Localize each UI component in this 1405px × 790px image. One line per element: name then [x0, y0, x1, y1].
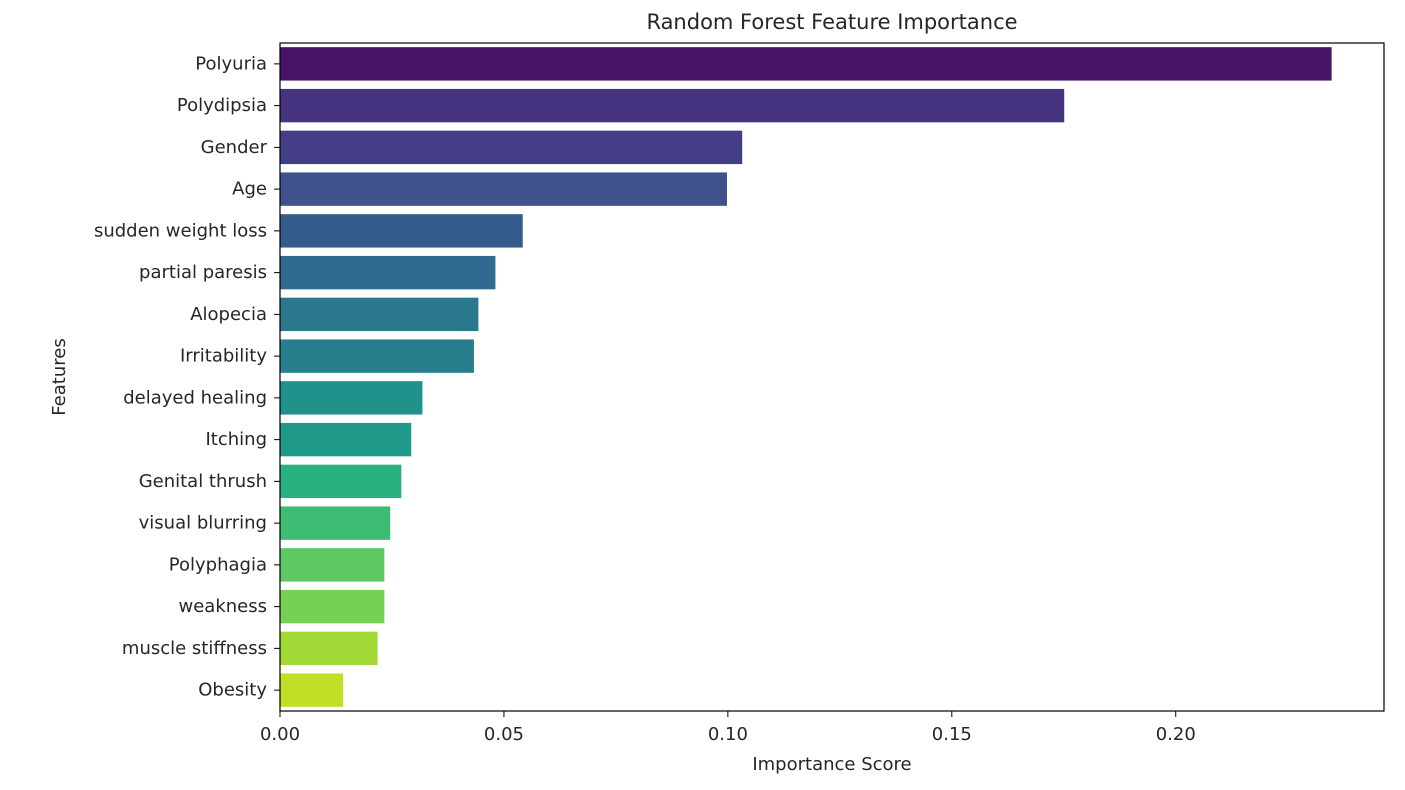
- y-tick-label-polydipsia: Polydipsia: [177, 95, 267, 116]
- x-tick-label: 0.00: [260, 724, 300, 745]
- y-axis-ticks: Polyuria Polydipsia Gender Age sudden weight…: [94, 53, 280, 701]
- x-axis-label: Importance Score: [752, 754, 911, 775]
- x-tick-label: 0.20: [1156, 724, 1196, 745]
- bar-alopecia: [280, 297, 479, 332]
- bar-delayed-healing: [280, 381, 423, 415]
- y-tick-label-weakness: weakness: [179, 596, 268, 617]
- y-tick-label-visual-blurring: visual blurring: [139, 513, 267, 534]
- bar-weakness: [280, 589, 385, 624]
- y-tick-label-polyphagia: Polyphagia: [169, 554, 267, 575]
- y-tick-label-obesity: Obesity: [198, 680, 267, 701]
- y-tick-label-delayed-healing: delayed healing: [123, 387, 267, 408]
- y-tick-label-genital-thrush: Genital thrush: [139, 471, 267, 492]
- bar-sudden-weight-loss: [280, 214, 523, 248]
- bar-polyphagia: [280, 548, 385, 582]
- bar-visual-blurring: [280, 506, 391, 540]
- bars-layer: [280, 47, 1332, 707]
- x-tick-label: 0.15: [932, 724, 972, 745]
- y-tick-label-muscle-stiffness: muscle stiffness: [122, 638, 267, 659]
- y-tick-label-irritability: Irritability: [180, 346, 267, 367]
- y-axis-label: Features: [49, 338, 70, 415]
- y-tick-label-alopecia: Alopecia: [190, 304, 267, 325]
- chart-title: Random Forest Feature Importance: [646, 10, 1017, 34]
- bar-genital-thrush: [280, 464, 402, 499]
- y-tick-label-polyuria: Polyuria: [195, 53, 267, 74]
- bar-polydipsia: [280, 88, 1065, 123]
- bar-gender: [280, 130, 743, 165]
- y-tick-label-itching: Itching: [205, 429, 267, 450]
- bar-polyuria: [280, 47, 1332, 81]
- bar-partial-paresis: [280, 255, 496, 290]
- y-tick-label-sudden-weight-loss: sudden weight loss: [94, 220, 267, 241]
- x-axis-ticks: 0.00 0.05 0.10 0.15 0.20: [260, 711, 1196, 745]
- bar-muscle-stiffness: [280, 631, 378, 666]
- bar-obesity: [280, 673, 344, 707]
- bar-itching: [280, 422, 412, 457]
- bar-irritability: [280, 339, 474, 373]
- y-tick-label-partial-paresis: partial paresis: [139, 262, 267, 283]
- x-tick-label: 0.05: [484, 724, 524, 745]
- y-tick-label-gender: Gender: [201, 137, 268, 158]
- bar-age: [280, 172, 727, 206]
- y-tick-label-age: Age: [232, 179, 267, 200]
- x-tick-label: 0.10: [708, 724, 748, 745]
- plot-frame: [279, 42, 1385, 712]
